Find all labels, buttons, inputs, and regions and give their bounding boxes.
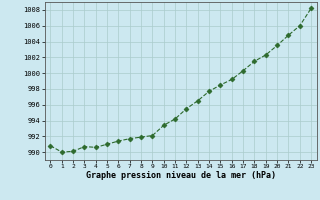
X-axis label: Graphe pression niveau de la mer (hPa): Graphe pression niveau de la mer (hPa) (86, 171, 276, 180)
